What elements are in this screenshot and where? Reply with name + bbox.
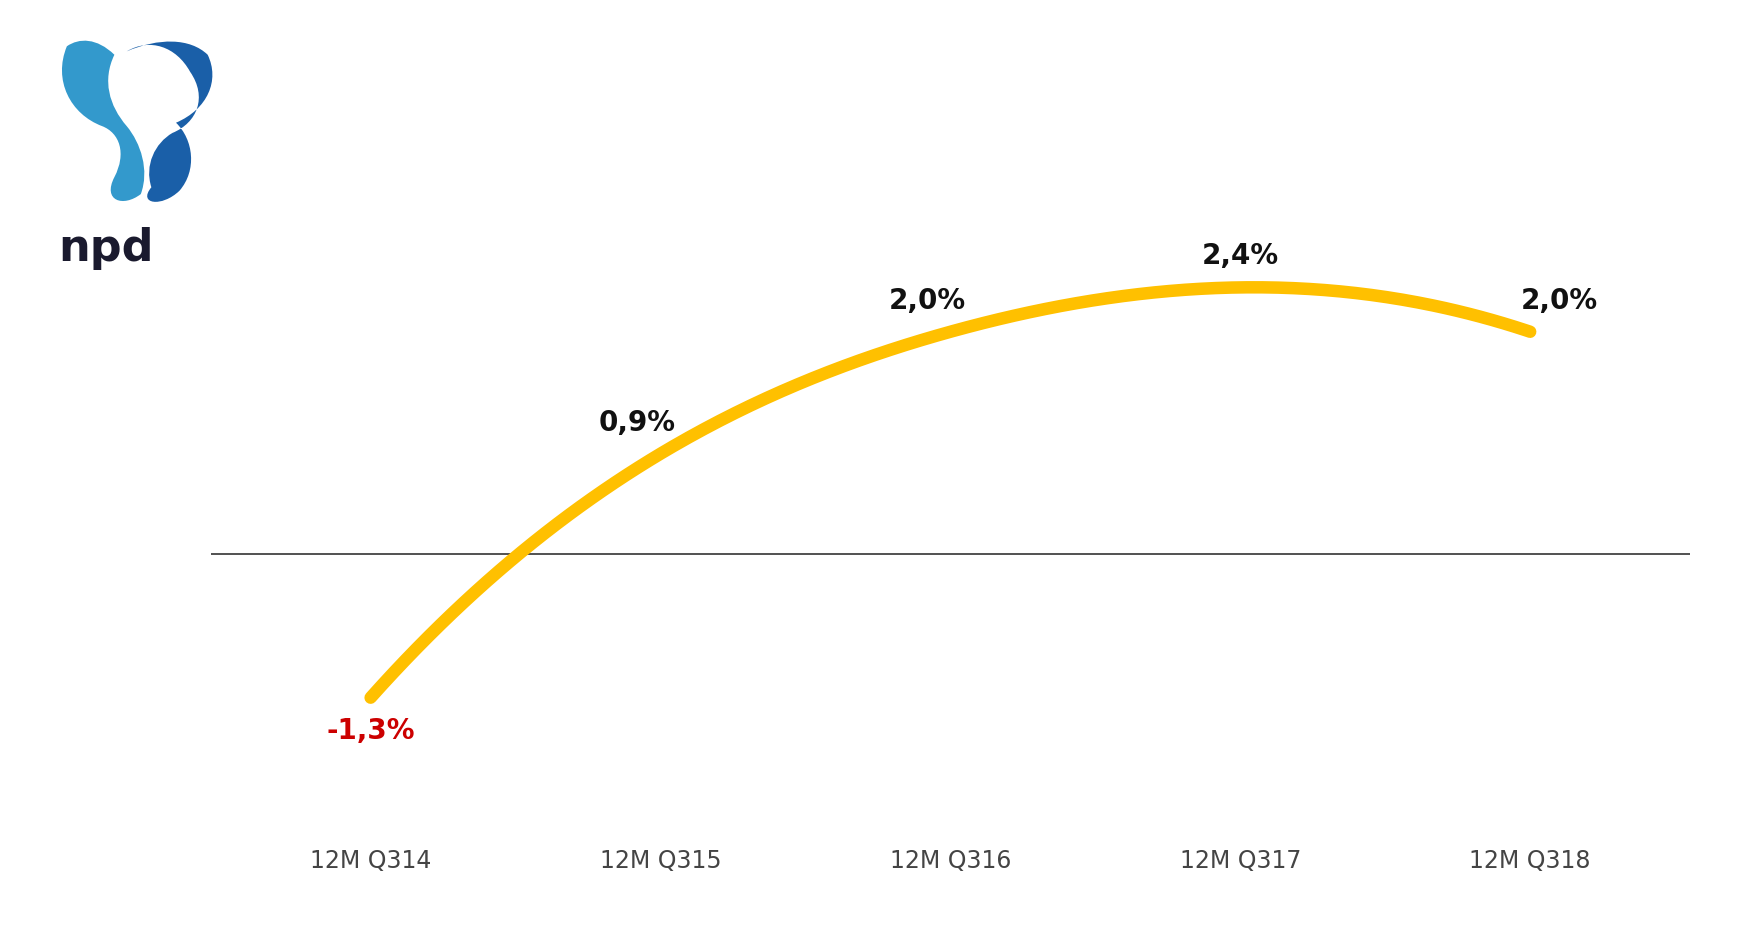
Text: 2,4%: 2,4% <box>1202 243 1280 270</box>
PathPatch shape <box>62 41 144 201</box>
Text: npd: npd <box>58 227 153 270</box>
Text: 2,0%: 2,0% <box>1521 287 1598 314</box>
PathPatch shape <box>127 42 213 202</box>
Text: 0,9%: 0,9% <box>598 409 676 437</box>
Text: 2,0%: 2,0% <box>889 287 966 314</box>
Text: -1,3%: -1,3% <box>326 716 415 745</box>
